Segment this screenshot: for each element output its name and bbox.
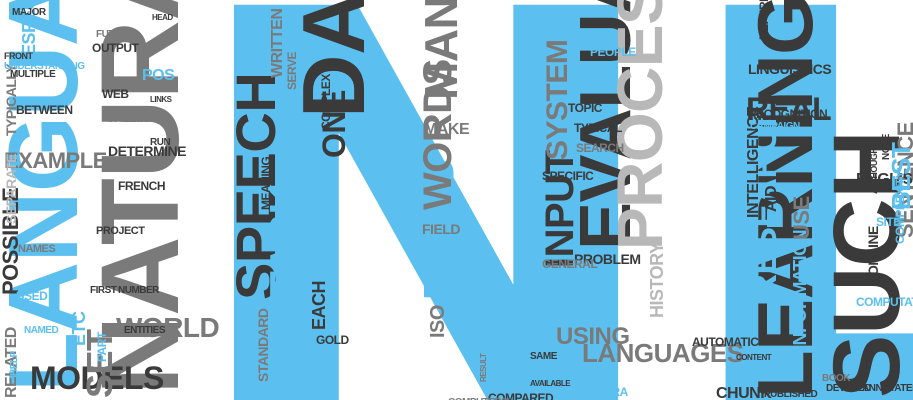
word-search: SEARCH	[576, 141, 624, 155]
word-run: RUN	[150, 137, 171, 148]
word-entities: ENTITIES	[124, 325, 166, 336]
word-standard: STANDARD	[255, 308, 271, 382]
word-major: MAJOR	[12, 7, 46, 18]
word-automatic: AUTOMATIC	[692, 335, 759, 349]
word-recognition: RECOGNITION	[748, 107, 828, 121]
word-book: BOOK	[822, 373, 851, 384]
word-used: USED	[16, 289, 48, 303]
word-general: GENERAL	[542, 257, 598, 271]
word-serve: SERVE	[285, 52, 299, 90]
word-annotated: ANNOTATED	[862, 383, 913, 394]
word-named: NAMED	[24, 325, 59, 336]
word-campaign: CAMPAIGN	[750, 121, 800, 132]
word-between: BETWEEN	[16, 103, 73, 117]
word-content: CONTENT	[736, 353, 772, 362]
word-head: HEAD	[152, 13, 173, 22]
word-links: LINKS	[150, 95, 172, 104]
word-field: FIELD	[422, 221, 460, 237]
word-meaning: MEANING	[259, 156, 273, 210]
word-same: SAME	[530, 351, 557, 362]
word-use: USE	[789, 196, 814, 240]
word-future: FUTURE	[96, 29, 134, 40]
word-front: FRONT	[4, 51, 33, 61]
word-note: NOTE	[881, 134, 892, 160]
word-number: NUMBER	[118, 285, 159, 296]
word-system: SYSTEM	[541, 39, 574, 160]
word-compared: COMPARED	[488, 391, 554, 400]
word-segmentation: SEGMENTATION	[811, 201, 827, 306]
word-linguistics: LINGUISTICS	[748, 61, 832, 77]
word-make: MAKE	[424, 121, 470, 138]
word-determine: DETERMINE	[108, 143, 186, 159]
word-names: NAMES	[18, 243, 56, 255]
word-online: ONLINE	[865, 226, 881, 276]
word-chunk: CHUNK	[716, 385, 772, 400]
word-corpora: CORPORA	[570, 385, 628, 399]
word-written: WRITTEN	[269, 8, 286, 78]
word-specific: SPECIFIC	[542, 169, 594, 183]
word-languages: LANGUAGES	[582, 338, 744, 368]
word-web: WEB	[102, 87, 129, 101]
word-although: ALTHOUGH	[869, 147, 879, 194]
word-pos: POS	[142, 67, 175, 84]
word-algorithms: ALGORITHMS	[596, 398, 780, 400]
word-gold: GOLD	[316, 333, 349, 347]
word-part: PART	[95, 332, 109, 362]
word-people: PEOPLE	[590, 45, 636, 59]
word-information: INFORMATION	[790, 229, 810, 350]
word-called: CALLED	[106, 111, 152, 125]
word-iso: ISO	[427, 305, 449, 338]
word-project: PROJECT	[96, 225, 145, 237]
word-help: HELP	[9, 351, 20, 376]
word-using: USING	[556, 323, 630, 350]
word-first: FIRST	[90, 285, 117, 296]
word-result: RESULT	[479, 353, 488, 382]
word-reference: REFERENCE	[757, 0, 771, 40]
word-each: EACH	[309, 280, 329, 330]
word-french: FRENCH	[118, 179, 166, 193]
word-text: TEXT	[100, 398, 318, 400]
word-problem: PROBLEM	[574, 251, 641, 267]
word-computers: COMPUTERS	[448, 398, 508, 400]
word-aid: AID	[763, 185, 780, 212]
word-real: REAL	[746, 91, 832, 127]
word-machine: MACHINE	[552, 394, 829, 400]
word-nlp: NLP	[180, 0, 913, 400]
word-separate: SEPARATE	[3, 153, 19, 224]
word-available: AVAILABLE	[530, 379, 571, 388]
word-models: MODELS	[30, 360, 164, 396]
word-output: OUTPUT	[92, 41, 139, 55]
word-devoted: DEVOTED	[826, 383, 871, 394]
word-translation: TRANSLATION	[812, 398, 913, 400]
word-topic: TOPIC	[568, 101, 602, 115]
word-complex: COMPLEX	[319, 74, 333, 130]
word-computational: COMPUTATIONAL	[856, 295, 913, 309]
word-published: PUBLISHED	[764, 389, 818, 400]
word-etc: ETC	[69, 311, 89, 347]
word-typical: TYPICAL	[574, 121, 622, 135]
word-world: WORLD	[116, 312, 220, 343]
word-understanding: UNDERSTANDING	[4, 61, 85, 72]
word-multiple: MULTIPLE	[10, 69, 56, 80]
word-example: EXAMPLE	[4, 148, 107, 173]
word-computer: COMPUTER	[279, 321, 293, 386]
word-site: SITE	[876, 215, 901, 229]
word-history: HISTORY	[647, 242, 667, 318]
word-english: ENGLISH	[856, 171, 913, 188]
